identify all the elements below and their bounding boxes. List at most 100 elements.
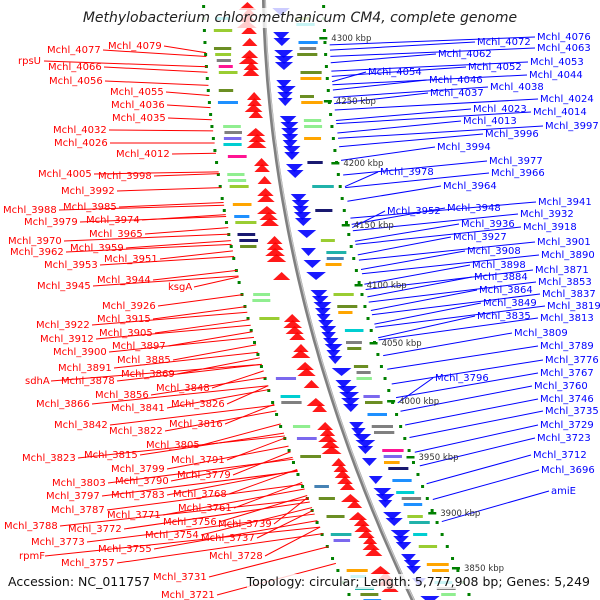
- leader-line-forward: [176, 357, 260, 375]
- gene-label-reverse: Mchl_4024: [540, 94, 594, 105]
- forward-gene-arrow: [238, 56, 259, 64]
- gene-label-reverse: Mchl_4014: [533, 107, 587, 118]
- gene-label-forward: Mchl_4077: [47, 45, 101, 56]
- cog-bar-left: [300, 455, 322, 458]
- leader-line-reverse: [355, 226, 522, 245]
- gene-label-forward: Mchl_3897: [112, 341, 166, 352]
- gene-label-reverse: Mchl_4053: [530, 57, 584, 68]
- cog-bar-right: [299, 47, 317, 50]
- leader-line-forward: [58, 204, 225, 211]
- gene-label-forward: Mchl_4066: [48, 62, 102, 73]
- leader-line-reverse: [330, 53, 437, 64]
- gene-label-forward: Mchl_3959: [70, 243, 124, 254]
- tick-dot-right: [325, 77, 329, 80]
- scale-tick: [341, 224, 350, 227]
- forward-gene-arrow: [246, 128, 266, 136]
- forward-gene-arrow: [273, 272, 291, 280]
- reverse-gene-arrow: [403, 560, 421, 568]
- leader-line-reverse: [370, 289, 478, 311]
- leader-line-forward: [170, 456, 293, 482]
- tick-dot-right: [344, 221, 348, 224]
- gene-label-reverse: Mchl_3776: [545, 355, 599, 366]
- tick-dot-left: [220, 197, 224, 200]
- cog-bar-right: [413, 533, 428, 536]
- leader-line-reverse: [395, 372, 539, 399]
- leader-line-forward: [77, 435, 285, 459]
- gene-label-forward: Mchl_3885: [117, 355, 171, 366]
- leader-line-forward: [106, 483, 303, 511]
- forward-gene-arrow: [266, 242, 284, 250]
- leader-line-forward: [116, 187, 222, 192]
- tick-dot-right: [324, 53, 328, 56]
- gene-label-reverse: Mchl_4037: [430, 88, 484, 99]
- leader-line-forward: [125, 240, 231, 249]
- tick-dot-left: [259, 365, 263, 368]
- forward-gene-arrow: [248, 110, 264, 118]
- gene-label-forward: Mchl_3842: [54, 420, 108, 431]
- tick-dot-right: [340, 197, 344, 200]
- cog-bar-left: [229, 185, 249, 188]
- reverse-gene-arrow: [274, 62, 294, 70]
- cog-bar-left: [292, 425, 311, 428]
- forward-gene-arrow: [244, 104, 263, 112]
- cog-bar-right: [326, 251, 347, 254]
- gene-label-reverse: Mchl_3908: [467, 246, 521, 257]
- gene-label-reverse: Mchl_3789: [540, 341, 594, 352]
- reverse-gene-arrow: [276, 86, 296, 94]
- tick-dot-right: [357, 281, 361, 284]
- reverse-gene-arrow: [328, 356, 343, 364]
- cog-bar-right: [320, 239, 335, 242]
- leader-line-reverse: [357, 236, 452, 256]
- tick-dot-right: [352, 257, 356, 260]
- forward-gene-arrow: [265, 248, 285, 256]
- gene-label-reverse: Mchl_3864: [479, 285, 533, 296]
- leader-line-forward: [218, 494, 308, 523]
- label-leader-lines: [43, 36, 550, 596]
- gene-label-forward: Mchl_3912: [40, 334, 94, 345]
- tick-dot-left: [210, 125, 214, 128]
- reverse-gene-arrow: [351, 428, 366, 436]
- leader-line-forward: [144, 227, 229, 235]
- reverse-gene-arrow: [335, 380, 352, 388]
- cog-bar-right: [333, 293, 354, 296]
- tick-dot-left: [207, 101, 211, 104]
- cog-bar-right: [301, 101, 323, 104]
- leader-line-forward: [208, 546, 329, 578]
- backbone-highlight: [264, 0, 415, 600]
- gene-label-forward: Mchl_3761: [178, 503, 232, 514]
- tick-dot-left: [347, 593, 351, 596]
- gene-label-reverse: Mchl_4046: [429, 75, 483, 86]
- cog-bar-left: [239, 239, 259, 242]
- tick-dot-left: [204, 53, 208, 56]
- tick-dot-left: [305, 497, 309, 500]
- gene-label-reverse: Mchl_3901: [537, 237, 591, 248]
- cog-bar-right: [338, 311, 353, 314]
- scale-tick: [369, 342, 378, 345]
- tick-dot-left: [287, 449, 291, 452]
- leader-line-reverse: [331, 61, 529, 72]
- cog-bar-right: [356, 377, 372, 380]
- tick-dot-left: [301, 485, 305, 488]
- scale-tick: [319, 37, 328, 40]
- gene-label-forward: rpsU: [18, 56, 41, 67]
- leader-line-forward: [166, 445, 289, 470]
- gene-label-forward: Mchl_3823: [22, 453, 76, 464]
- forward-gene-arrow: [363, 536, 378, 544]
- cog-bar-right: [337, 305, 358, 308]
- leader-line-reverse: [345, 172, 490, 189]
- cog-bar-left: [346, 569, 368, 572]
- forward-gene-arrow: [291, 350, 311, 358]
- leader-line-reverse: [364, 264, 471, 285]
- cog-bar-right: [426, 563, 449, 566]
- gene-label-forward: Mchl_3731: [153, 572, 207, 583]
- leader-line-reverse: [333, 86, 489, 98]
- gene-label-forward: Mchl_3728: [209, 551, 263, 562]
- cog-bar-left: [223, 125, 241, 128]
- tick-dot-left: [296, 473, 300, 476]
- gene-label-forward: Mchl_4056: [49, 76, 103, 87]
- leader-line-forward: [152, 306, 246, 320]
- gene-label-reverse: Mchl_3760: [534, 381, 588, 392]
- reverse-gene-arrow: [285, 164, 303, 172]
- leader-line-reverse: [441, 490, 550, 523]
- forward-gene-arrow: [358, 530, 375, 538]
